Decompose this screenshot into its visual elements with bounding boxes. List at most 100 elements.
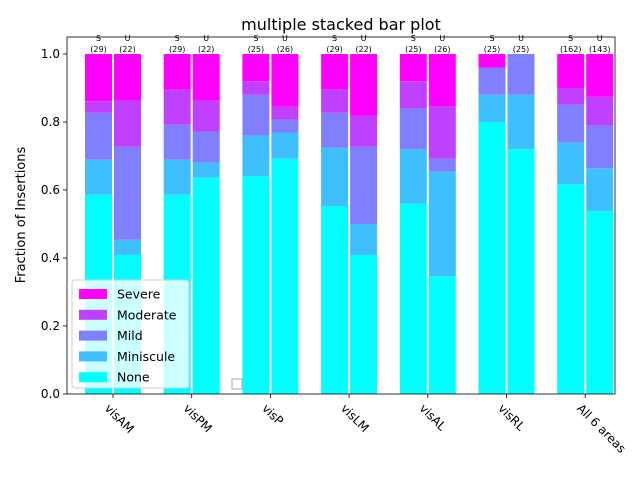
bar-segment	[321, 54, 349, 90]
plot-frame	[66, 36, 616, 395]
bar-segment	[350, 254, 378, 394]
bars-layer	[85, 54, 614, 394]
bar-group-label: S	[175, 34, 180, 43]
bar-segment	[507, 149, 535, 394]
bar-segment	[428, 54, 456, 107]
bar-count-label: (25)	[484, 45, 500, 54]
bar-segment	[114, 54, 141, 101]
bar-count-label: (22)	[198, 45, 214, 54]
legend: Severe Moderate Mild Miniscule None	[71, 279, 243, 390]
bar-count-label: (25)	[248, 45, 264, 54]
bar-segment	[557, 54, 585, 88]
bar-segment	[399, 203, 427, 394]
legend-swatch	[79, 289, 107, 299]
bar-segment	[428, 106, 456, 159]
bar-group-label: S	[332, 34, 337, 43]
bar-segment	[586, 96, 614, 126]
y-tick-label: 0.0	[41, 387, 60, 401]
bar-segment	[586, 211, 614, 394]
bar-segment	[271, 158, 299, 394]
bar-segment	[163, 159, 191, 195]
bar-segment	[321, 89, 349, 113]
bar-segment	[192, 100, 220, 132]
bar-count-label: (22)	[355, 45, 371, 54]
legend-swatch	[79, 372, 107, 383]
bar-group-label: U	[282, 34, 288, 43]
bar-segment	[242, 81, 270, 95]
bar-group-label: U	[439, 34, 445, 43]
bar-segment	[271, 119, 299, 133]
bar-group-label: S	[96, 34, 101, 43]
bar-count-label: (162)	[560, 45, 582, 54]
bar-segment	[163, 89, 191, 125]
bar-segment	[192, 177, 220, 394]
y-tick-label: 1.0	[41, 47, 60, 61]
bar-group-label: U	[125, 34, 131, 43]
bar-segment	[478, 67, 506, 95]
bar-segment	[350, 146, 378, 224]
bar-count-label: (22)	[119, 45, 135, 54]
bar-count-label: (25)	[513, 45, 529, 54]
bar-segment	[350, 54, 378, 116]
bar-segment	[507, 94, 535, 150]
legend-label: Severe	[117, 287, 161, 302]
bar-segment	[586, 125, 614, 169]
bar-segment	[478, 94, 506, 122]
y-tick-label: 0.8	[41, 115, 60, 129]
bar-segment	[507, 54, 535, 95]
x-tick-label: All 6 areas	[574, 401, 629, 456]
y-tick-label: 0.6	[41, 183, 60, 197]
bar-segment	[242, 135, 270, 177]
bar-segment	[192, 131, 220, 163]
bar-count-label: (26)	[434, 45, 450, 54]
x-tick-label: visLM	[338, 401, 372, 435]
bar-group-label: S	[253, 34, 258, 43]
bar-annotations: S (29) U (22) S (29) U (22) S (25) U (26) S (29) U (22)…	[90, 34, 610, 54]
bar-group-label: S	[489, 34, 494, 43]
bar-segment	[428, 158, 456, 172]
bar-segment	[478, 122, 506, 394]
x-tick-label: visAL	[417, 401, 449, 433]
bar-segment	[271, 106, 299, 120]
empty-legend-marker	[231, 378, 243, 390]
y-axis-label: Fraction of Insertions	[14, 147, 29, 284]
bar-group-label: U	[203, 34, 209, 43]
bar-segment	[428, 171, 456, 277]
bar-count-label: (25)	[405, 45, 421, 54]
bar-segment	[114, 239, 141, 255]
x-tick-label: visP	[259, 401, 286, 428]
bar-count-label: (29)	[90, 45, 106, 54]
bar-segment	[478, 54, 506, 68]
bar-group-label: U	[597, 34, 603, 43]
bar-segment	[114, 146, 141, 240]
bar-segment	[271, 54, 299, 107]
bar-segment	[85, 112, 112, 160]
bar-group-label: U	[518, 34, 524, 43]
bar-segment	[163, 124, 191, 160]
bar-segment	[557, 88, 585, 105]
bar-segment	[163, 54, 191, 90]
bar-segment	[557, 184, 585, 394]
bar-segment	[557, 104, 585, 143]
bar-segment	[399, 81, 427, 109]
bar-segment	[399, 54, 427, 82]
bar-segment	[242, 176, 270, 394]
legend-label: Mild	[117, 328, 143, 343]
y-tick-label: 0.2	[41, 319, 60, 333]
x-tick-label: visRL	[495, 401, 528, 434]
bar-segment	[85, 159, 112, 195]
legend-label: Miniscule	[117, 349, 175, 364]
bar-count-label: (143)	[589, 45, 611, 54]
bar-count-label: (26)	[277, 45, 293, 54]
bar-segment	[350, 224, 378, 255]
bar-group-label: S	[411, 34, 416, 43]
y-tick-label: 0.4	[41, 251, 60, 265]
x-tick-label: visAM	[102, 401, 137, 436]
bar-segment	[350, 115, 378, 147]
bar-segment	[399, 149, 427, 204]
x-tick-label: visPM	[181, 401, 215, 435]
bar-segment	[321, 206, 349, 394]
bar-segment	[399, 108, 427, 150]
bar-segment	[192, 54, 220, 101]
